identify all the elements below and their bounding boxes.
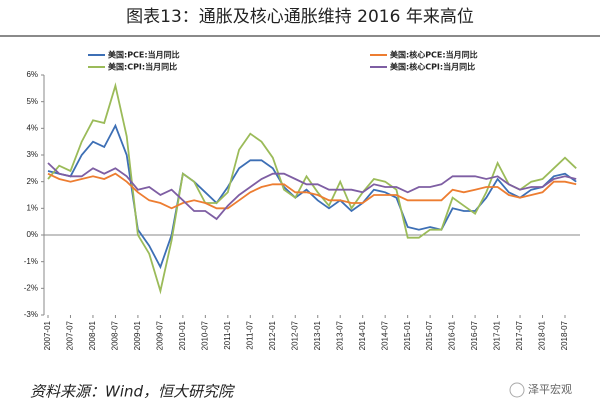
chart-title: 图表13：通胀及核心通胀维持 2016 年来高位 xyxy=(126,7,474,27)
x-tick-label: 2016-07 xyxy=(470,320,479,350)
x-tick-label: 2012-07 xyxy=(290,320,299,350)
x-tick-label: 2018-07 xyxy=(560,320,569,350)
x-tick-label: 2014-07 xyxy=(380,320,389,350)
x-tick-label: 2015-07 xyxy=(425,320,434,350)
y-tick-label: 3% xyxy=(26,150,38,159)
x-tick-label: 2011-01 xyxy=(223,320,232,349)
x-tick-label: 2009-01 xyxy=(133,320,142,350)
x-tick-label: 2015-01 xyxy=(403,320,412,350)
x-tick-label: 2018-01 xyxy=(538,320,547,350)
x-tick-label: 2011-07 xyxy=(245,320,254,349)
x-tick-label: 2010-01 xyxy=(178,320,187,350)
legend-label: 美国:核心PCE:当月同比 xyxy=(390,50,478,60)
y-tick-label: 4% xyxy=(26,123,38,132)
source: 资料来源：Wind，恒大研究院 xyxy=(30,383,235,401)
y-tick-label: 6% xyxy=(26,70,38,79)
y-tick-label: 2% xyxy=(26,177,38,186)
y-tick-label: -2% xyxy=(24,283,38,292)
legend-label: 美国:CPI:当月同比 xyxy=(108,62,177,72)
x-tick-label: 2016-01 xyxy=(448,320,457,350)
x-tick-label: 2008-07 xyxy=(111,320,120,350)
series-line xyxy=(47,82,577,295)
x-tick-label: 2009-07 xyxy=(156,320,165,350)
series-line xyxy=(47,162,577,221)
x-tick-label: 2014-01 xyxy=(358,320,367,350)
x-tick-label: 2007-01 xyxy=(43,320,52,350)
x-tick-label: 2017-01 xyxy=(493,320,502,350)
y-tick-label: -1% xyxy=(24,257,38,266)
watermark: 泽平宏观 xyxy=(528,382,572,396)
legend-label: 美国:PCE:当月同比 xyxy=(108,50,180,60)
x-tick-label: 2017-07 xyxy=(515,320,524,350)
x-tick-label: 2007-07 xyxy=(66,320,75,350)
legend-label: 美国:核心CPI:当月同比 xyxy=(390,62,475,72)
x-tick-label: 2013-01 xyxy=(313,320,322,350)
series-line xyxy=(47,172,577,210)
x-tick-label: 2008-01 xyxy=(88,320,97,350)
y-tick-label: -3% xyxy=(24,310,38,319)
x-tick-label: 2012-01 xyxy=(268,320,277,350)
x-tick-label: 2010-07 xyxy=(200,320,209,350)
x-tick-label: 2013-07 xyxy=(335,320,344,350)
y-tick-label: 0% xyxy=(26,230,38,239)
y-tick-label: 5% xyxy=(26,97,38,106)
y-tick-label: 1% xyxy=(26,203,38,212)
watermark-icon xyxy=(509,382,525,398)
